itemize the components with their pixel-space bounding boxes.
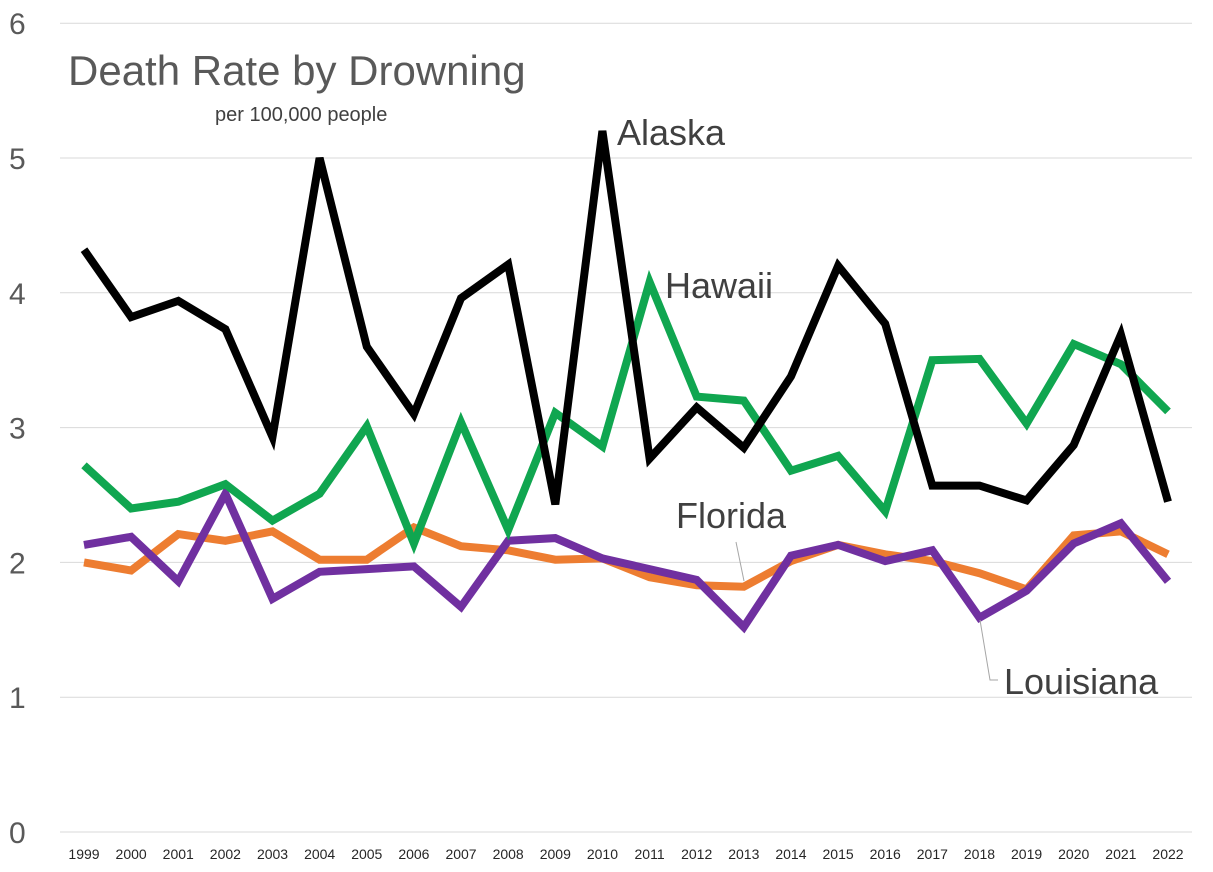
x-tick-label: 2020 xyxy=(1058,846,1089,862)
x-tick-label: 2019 xyxy=(1011,846,1042,862)
chart-subtitle: per 100,000 people xyxy=(215,104,387,126)
series-label-louisiana: Louisiana xyxy=(1004,661,1159,702)
x-tick-label: 2003 xyxy=(257,846,288,862)
x-tick-label: 2012 xyxy=(681,846,712,862)
y-tick-label: 5 xyxy=(9,143,26,176)
x-tick-label: 2017 xyxy=(917,846,948,862)
series-label-florida: Florida xyxy=(676,495,787,536)
x-tick-label: 2006 xyxy=(398,846,429,862)
x-tick-label: 2016 xyxy=(870,846,901,862)
series-label-hawaii: Hawaii xyxy=(665,265,773,306)
x-tick-label: 2005 xyxy=(351,846,382,862)
y-tick-label: 1 xyxy=(9,682,26,715)
series-line-louisiana xyxy=(83,484,1172,634)
x-tick-label: 2015 xyxy=(823,846,854,862)
x-tick-label: 1999 xyxy=(68,846,99,862)
y-tick-label: 3 xyxy=(9,413,26,446)
x-tick-label: 2008 xyxy=(493,846,524,862)
y-axis-tick-labels: 0 1 2 3 4 5 6 xyxy=(9,8,26,850)
florida-label-leader xyxy=(735,541,745,582)
x-tick-label: 2022 xyxy=(1152,846,1183,862)
y-tick-label: 2 xyxy=(9,547,26,580)
x-tick-label: 2001 xyxy=(163,846,194,862)
chart-title: Death Rate by Drowning xyxy=(68,47,526,94)
x-tick-label: 2013 xyxy=(728,846,759,862)
x-tick-label: 2000 xyxy=(116,846,147,862)
x-tick-label: 2021 xyxy=(1105,846,1136,862)
louisiana-label-leader xyxy=(979,619,998,681)
x-tick-label: 2002 xyxy=(210,846,241,862)
x-tick-label: 2004 xyxy=(304,846,335,862)
series-line-hawaii xyxy=(81,269,1171,555)
series-lines xyxy=(80,130,1172,634)
x-axis-tick-labels: 1999 2000 2001 2002 2003 2004 2005 2006 2007 2008… xyxy=(68,846,1183,862)
y-tick-label: 4 xyxy=(9,278,26,311)
series-line-alaska xyxy=(80,130,1172,506)
y-tick-label: 0 xyxy=(9,817,26,850)
x-tick-label: 2018 xyxy=(964,846,995,862)
x-tick-label: 2011 xyxy=(635,846,665,862)
series-label-alaska: Alaska xyxy=(617,112,726,153)
x-tick-label: 2014 xyxy=(775,846,806,862)
y-tick-label: 6 xyxy=(9,8,26,41)
x-tick-label: 2010 xyxy=(587,846,618,862)
x-tick-label: 2009 xyxy=(540,846,571,862)
x-tick-label: 2007 xyxy=(445,846,476,862)
